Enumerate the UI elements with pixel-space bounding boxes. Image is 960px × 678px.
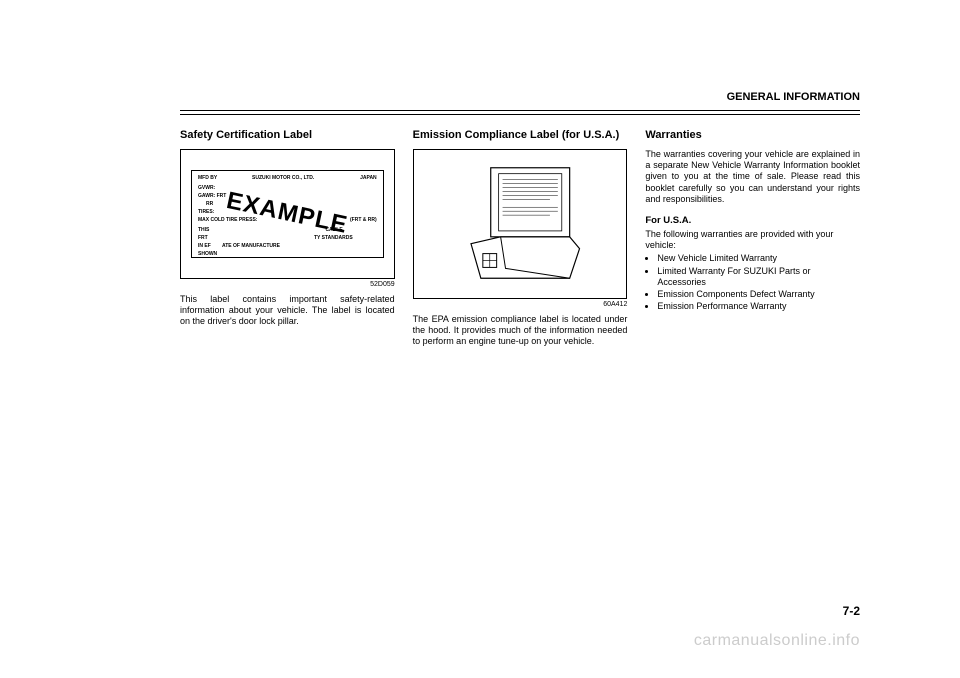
- page-number: 7-2: [843, 604, 860, 618]
- warranty-list: New Vehicle Limited Warranty Limited War…: [645, 253, 860, 312]
- col1-fig-id: 52D059: [180, 281, 395, 290]
- list-item: Limited Warranty For SUZUKI Parts or Acc…: [657, 266, 860, 289]
- label-l7l: FRT: [198, 235, 208, 241]
- list-item: Emission Performance Warranty: [657, 301, 860, 312]
- label-l8r: ATE OF MANUFACTURE: [222, 243, 280, 249]
- header-rule: GENERAL INFORMATION: [180, 110, 860, 115]
- emission-label-icon: [414, 150, 627, 298]
- col3-sub-intro: The following warranties are provided wi…: [645, 229, 860, 252]
- page-container: GENERAL INFORMATION Safety Certification…: [0, 0, 960, 393]
- col2-body: The EPA emission compliance label is loc…: [413, 314, 628, 348]
- safety-label-box: MFD BY SUZUKI MOTOR CO., LTD. JAPAN GVWR…: [191, 170, 384, 258]
- label-l1b: SUZUKI MOTOR CO., LTD.: [252, 175, 314, 181]
- column-1: Safety Certification Label MFD BY SUZUKI…: [180, 129, 395, 353]
- label-l3b: RR: [206, 201, 213, 207]
- list-item: New Vehicle Limited Warranty: [657, 253, 860, 264]
- col2-figure: [413, 149, 628, 299]
- example-stamp: EXAMPLE: [224, 186, 351, 241]
- column-2: Emission Compliance Label (for U.S.A.): [413, 129, 628, 353]
- col3-body: The warranties covering your vehicle are…: [645, 149, 860, 205]
- label-l5b: (FRT & RR): [350, 217, 377, 223]
- label-l6l: THIS: [198, 227, 209, 233]
- watermark: carmanualsonline.info: [694, 632, 860, 650]
- label-l8l: IN EF: [198, 243, 211, 249]
- col3-sub: For U.S.A.: [645, 215, 860, 227]
- label-l2: GVWR:: [198, 185, 215, 191]
- col1-body: This label contains important safety-rel…: [180, 294, 395, 328]
- header-section-title: GENERAL INFORMATION: [727, 91, 860, 103]
- label-l3: GAWR: FRT: [198, 193, 226, 199]
- col2-fig-id: 60A412: [413, 301, 628, 310]
- label-l1: MFD BY: [198, 175, 217, 181]
- list-item: Emission Components Defect Warranty: [657, 289, 860, 300]
- col2-title: Emission Compliance Label (for U.S.A.): [413, 129, 628, 143]
- col1-title: Safety Certification Label: [180, 129, 395, 143]
- label-l4: TIRES:: [198, 209, 214, 215]
- label-l9: SHOWN: [198, 251, 217, 257]
- column-3: Warranties The warranties covering your …: [645, 129, 860, 353]
- columns-wrapper: Safety Certification Label MFD BY SUZUKI…: [180, 129, 860, 353]
- col3-title: Warranties: [645, 129, 860, 143]
- col1-figure: MFD BY SUZUKI MOTOR CO., LTD. JAPAN GVWR…: [180, 149, 395, 279]
- label-l1c: JAPAN: [360, 175, 377, 181]
